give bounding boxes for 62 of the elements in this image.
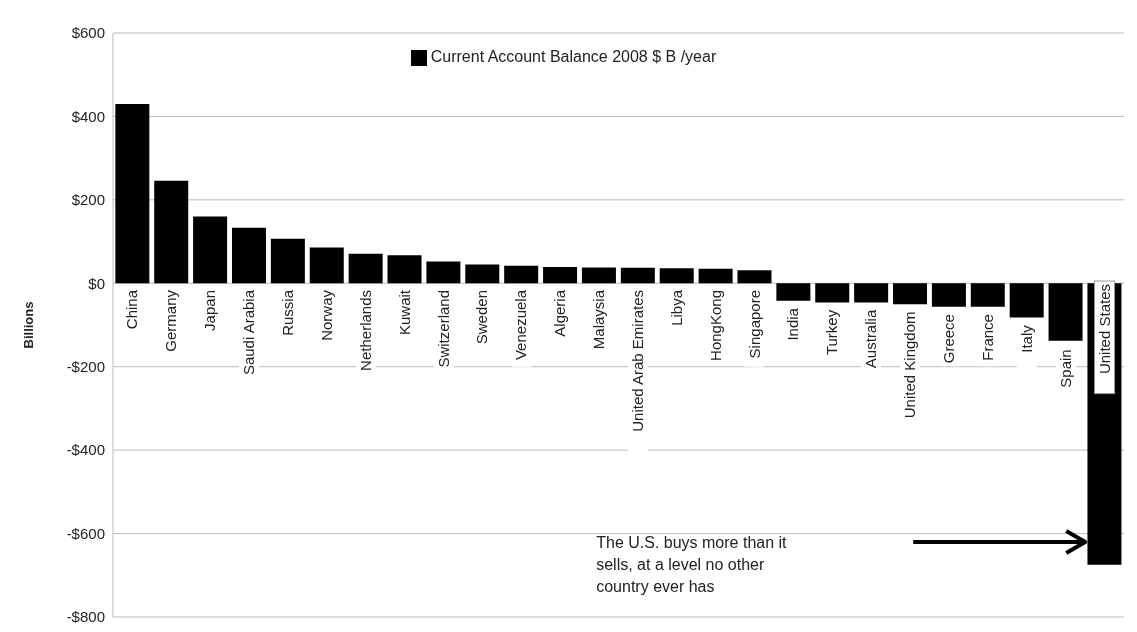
y-tick-label: -$800 xyxy=(66,608,105,626)
bar xyxy=(348,253,383,284)
bar xyxy=(854,283,889,303)
x-tick-label: Turkey xyxy=(823,309,841,356)
x-tick-label: United States xyxy=(1095,284,1113,375)
bar xyxy=(231,227,266,284)
bar xyxy=(970,283,1005,307)
bar xyxy=(659,268,694,284)
x-tick-label: France xyxy=(978,314,996,361)
bar xyxy=(737,270,772,284)
y-tick-label: -$400 xyxy=(66,441,105,459)
x-tick-label: India xyxy=(784,307,802,341)
x-tick-label: Russia xyxy=(278,289,296,336)
x-tick-label: Venezuela xyxy=(512,289,530,361)
bar xyxy=(115,103,150,284)
y-tick-label: $600 xyxy=(71,24,105,42)
bar xyxy=(776,283,811,301)
x-tick-label: Saudi Arabia xyxy=(240,289,258,376)
y-tick-label: -$600 xyxy=(66,524,105,542)
y-tick-label: $400 xyxy=(71,107,105,125)
y-tick-label: $0 xyxy=(88,274,105,292)
bar xyxy=(815,283,850,303)
x-tick-label: Australia xyxy=(862,309,880,369)
y-tick-label: -$200 xyxy=(66,358,105,376)
x-tick-label: Kuwait xyxy=(395,289,413,336)
x-tick-label: Italy xyxy=(1017,324,1035,353)
bar xyxy=(931,283,966,307)
x-tick-label: Singapore xyxy=(745,290,763,359)
x-tick-label: Sweden xyxy=(473,290,491,345)
x-tick-label: Spain xyxy=(1056,349,1074,388)
bar xyxy=(620,267,655,284)
bar xyxy=(387,255,422,284)
bar xyxy=(465,264,500,284)
bar xyxy=(270,238,305,284)
annotation: The U.S. buys more than it sells, at a level no other country ever has xyxy=(596,533,788,597)
bar xyxy=(1009,283,1044,318)
bar xyxy=(543,267,578,284)
bar xyxy=(309,247,344,284)
x-tick-label: Netherlands xyxy=(356,290,374,371)
x-tick-label: United Arab Emirates xyxy=(628,290,646,432)
x-tick-label: Libya xyxy=(667,289,685,326)
bar xyxy=(698,268,733,284)
bar xyxy=(193,216,228,284)
x-tick-label: Japan xyxy=(201,290,219,331)
legend-label: Current Account Balance 2008 $ B /year xyxy=(430,48,717,65)
bar xyxy=(893,283,928,305)
x-tick-label: Norway xyxy=(317,289,335,341)
x-tick-label: Algeria xyxy=(551,289,569,337)
bar xyxy=(504,265,539,284)
x-tick-label: Switzerland xyxy=(434,290,452,368)
bar xyxy=(1048,283,1083,341)
x-tick-label: HongKong xyxy=(706,290,724,361)
x-tick-label: China xyxy=(123,289,141,330)
bar xyxy=(581,267,616,284)
x-tick-label: Greece xyxy=(940,314,958,364)
bar xyxy=(426,261,461,284)
x-tick-label: Germany xyxy=(162,289,180,352)
bar xyxy=(154,180,189,284)
x-tick-label: United Kingdom xyxy=(901,311,919,419)
y-tick-label: $200 xyxy=(71,191,105,209)
y-axis-title: Billions xyxy=(20,301,36,349)
x-tick-label: Malaysia xyxy=(590,289,608,350)
